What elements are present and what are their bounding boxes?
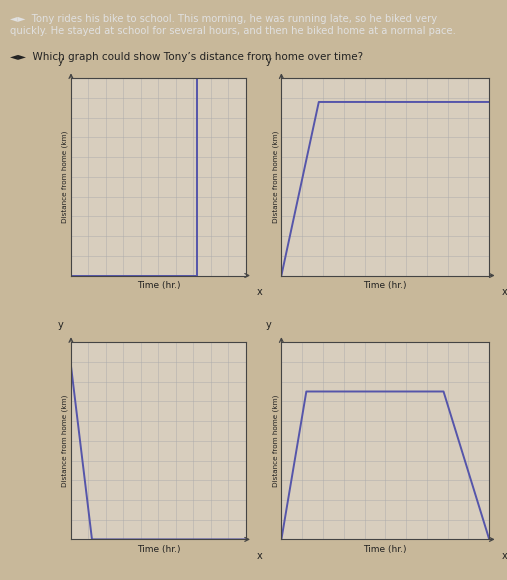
Text: y: y: [58, 320, 63, 331]
Y-axis label: Distance from home (km): Distance from home (km): [62, 394, 68, 487]
X-axis label: Time (hr.): Time (hr.): [137, 545, 180, 554]
Text: quickly. He stayed at school for several hours, and then he biked home at a norm: quickly. He stayed at school for several…: [10, 26, 456, 36]
Text: ◄►  Tony rides his bike to school. This morning, he was running late, so he bike: ◄► Tony rides his bike to school. This m…: [10, 14, 437, 24]
Text: y: y: [58, 56, 63, 67]
Y-axis label: Distance from home (km): Distance from home (km): [272, 394, 279, 487]
Text: x: x: [502, 287, 507, 298]
X-axis label: Time (hr.): Time (hr.): [364, 281, 407, 290]
Y-axis label: Distance from home (km): Distance from home (km): [62, 130, 68, 223]
X-axis label: Time (hr.): Time (hr.): [364, 545, 407, 554]
Text: x: x: [257, 551, 262, 561]
Text: x: x: [257, 287, 262, 298]
Text: ◄►  Which graph could show Tony’s distance from home over time?: ◄► Which graph could show Tony’s distanc…: [10, 52, 363, 62]
Y-axis label: Distance from home (km): Distance from home (km): [272, 130, 279, 223]
Text: y: y: [266, 320, 272, 331]
Text: y: y: [266, 56, 272, 67]
X-axis label: Time (hr.): Time (hr.): [137, 281, 180, 290]
Text: x: x: [502, 551, 507, 561]
